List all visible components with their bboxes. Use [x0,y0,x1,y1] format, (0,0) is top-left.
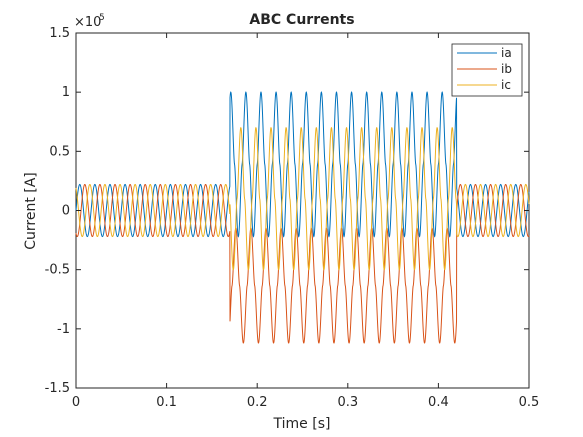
series-line-ia [75,91,530,238]
series-line-ic [75,126,530,271]
chart-title: ABC Currents [249,12,354,28]
x-tick-label: 0 [72,395,80,410]
series-line-ib [75,183,530,344]
legend-label-ib: ib [501,62,512,76]
x-tick-label: 0.4 [428,395,449,410]
x-tick-label: 0.1 [156,395,177,410]
legend: ia ib ic [451,43,523,97]
legend-label-ia: ia [501,46,512,60]
x-axis-label: Time [s] [273,416,331,432]
tick-layer: 0 0.1 0.2 0.3 0.4 0.5 -1.5 -1 -0.5 0 0.5 1 1.5 [45,26,540,410]
y-exponent-base: ×10 [74,15,101,30]
x-tick-label: 0.3 [337,395,358,410]
y-tick-label: 0.5 [49,144,70,159]
y-tick-label: -0.5 [45,263,70,278]
y-exponent-power: 5 [99,13,105,23]
y-tick-label: -1.5 [45,381,70,396]
legend-label-ic: ic [501,78,511,92]
y-tick-label: 0 [62,204,70,219]
x-tick-label: 0.2 [247,395,268,410]
y-tick-label: 1 [62,85,70,100]
y-tick-label: 1.5 [49,26,70,41]
x-tick-label: 0.5 [519,395,540,410]
y-tick-label: -1 [57,322,70,337]
y-axis-label: Current [A] [23,172,39,250]
series-layer [75,91,530,344]
